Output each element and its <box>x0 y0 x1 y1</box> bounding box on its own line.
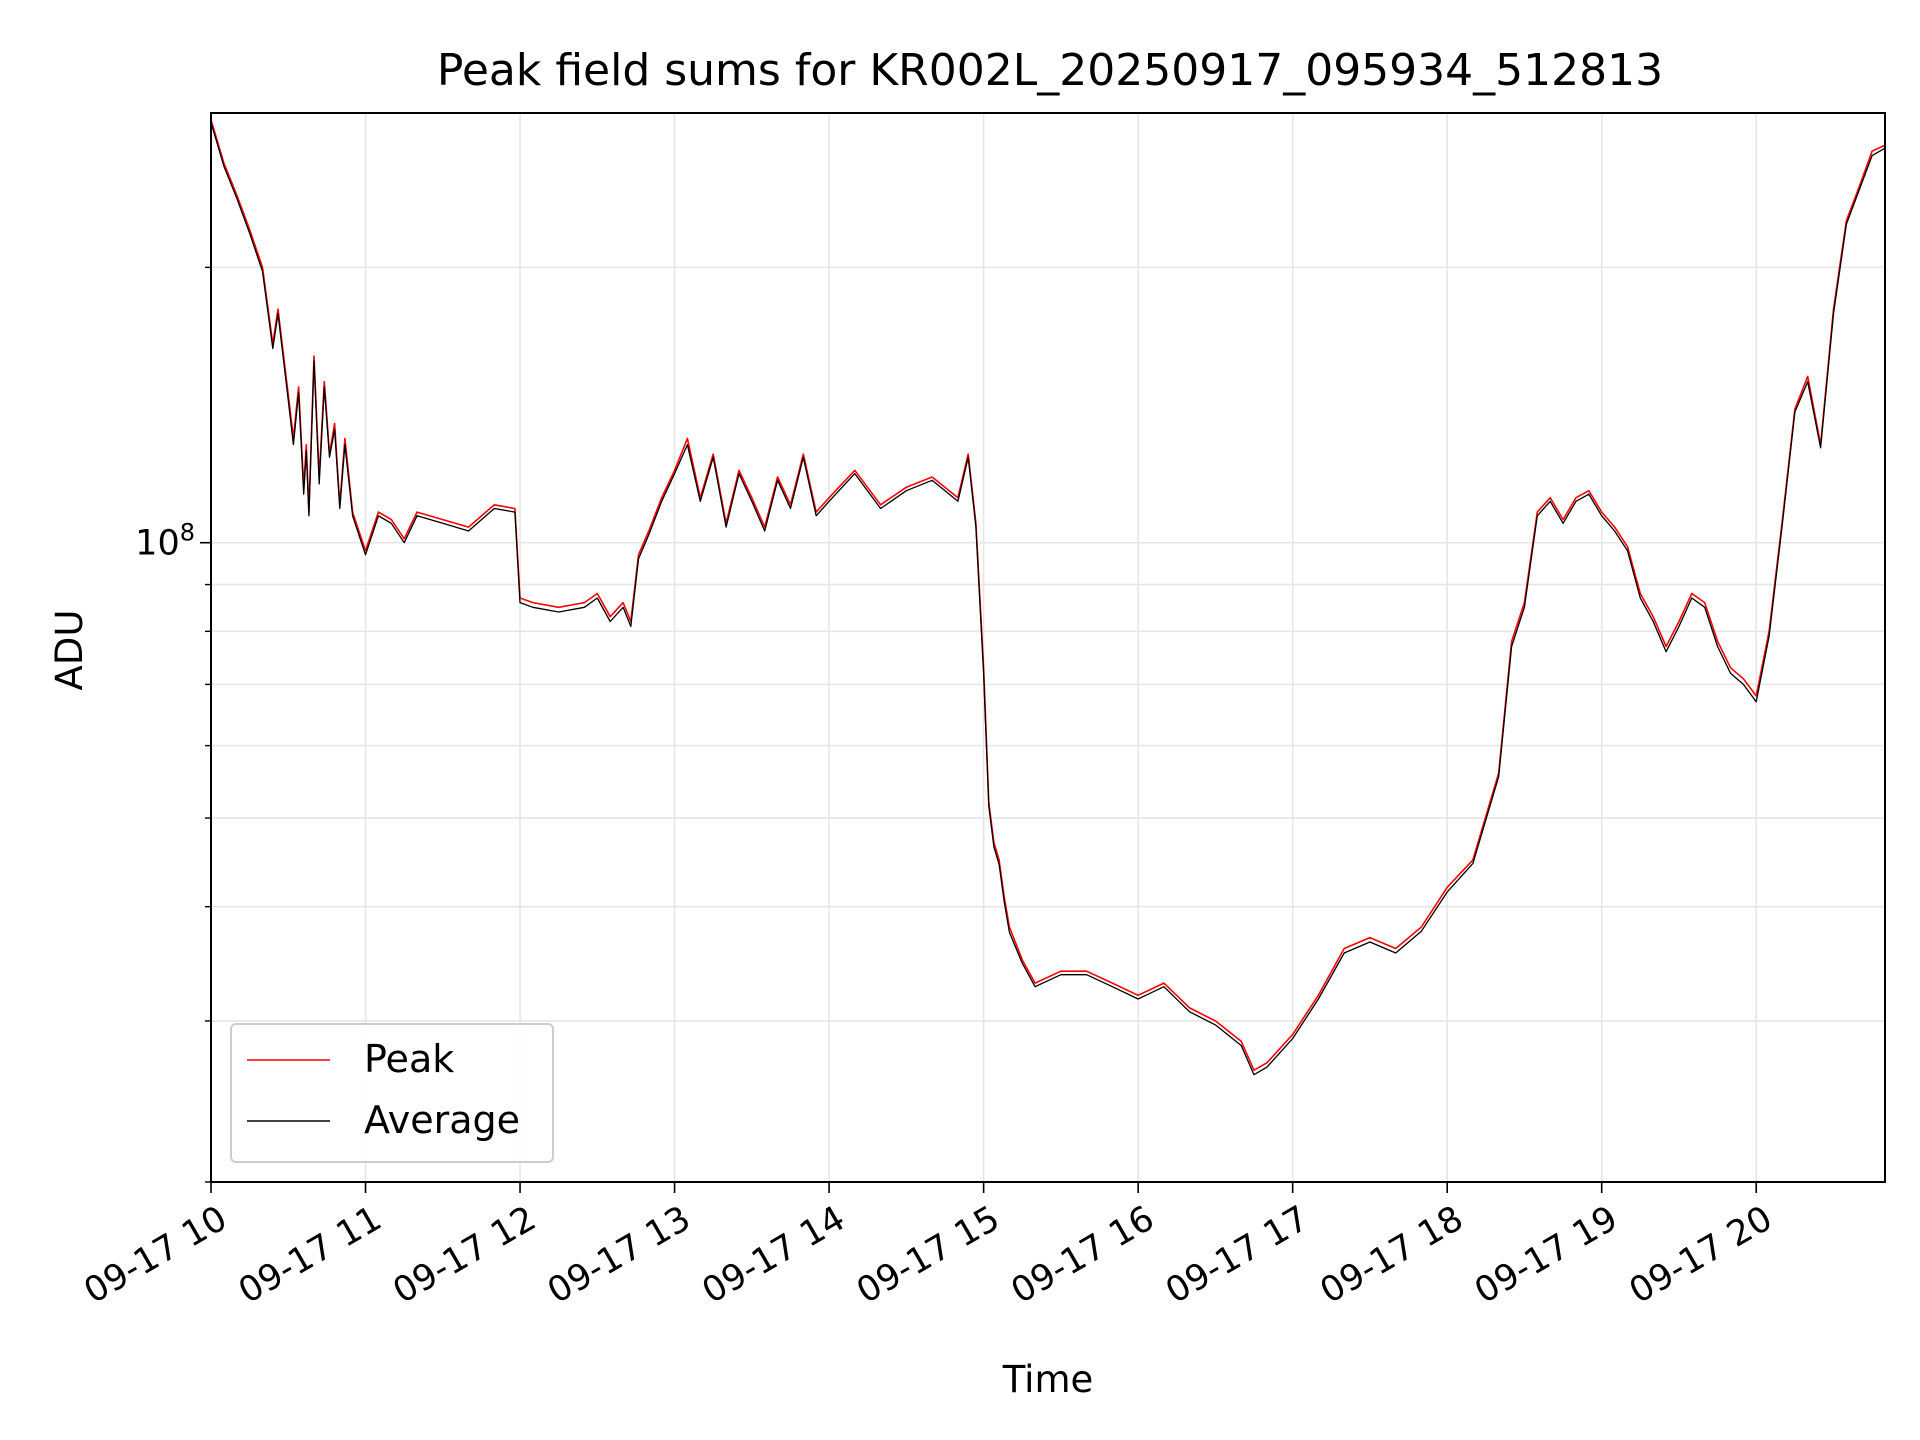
legend: Peak Average <box>230 1023 554 1163</box>
y-tick-label: 108 <box>135 519 195 564</box>
plot-frame <box>210 112 1886 1183</box>
grid-lines <box>210 113 1885 1183</box>
legend-label-average: Average <box>364 1098 520 1142</box>
chart-title: Peak field sums for KR002L_20250917_0959… <box>437 45 1663 96</box>
y-axis-label: ADU <box>48 610 91 691</box>
legend-label-peak: Peak <box>364 1037 454 1081</box>
x-axis-label: Time <box>1002 1358 1094 1401</box>
legend-box <box>230 1023 554 1163</box>
series-line-average <box>210 122 1886 1076</box>
y-axis: 108 <box>135 266 211 1183</box>
series-lines <box>210 119 1886 1076</box>
